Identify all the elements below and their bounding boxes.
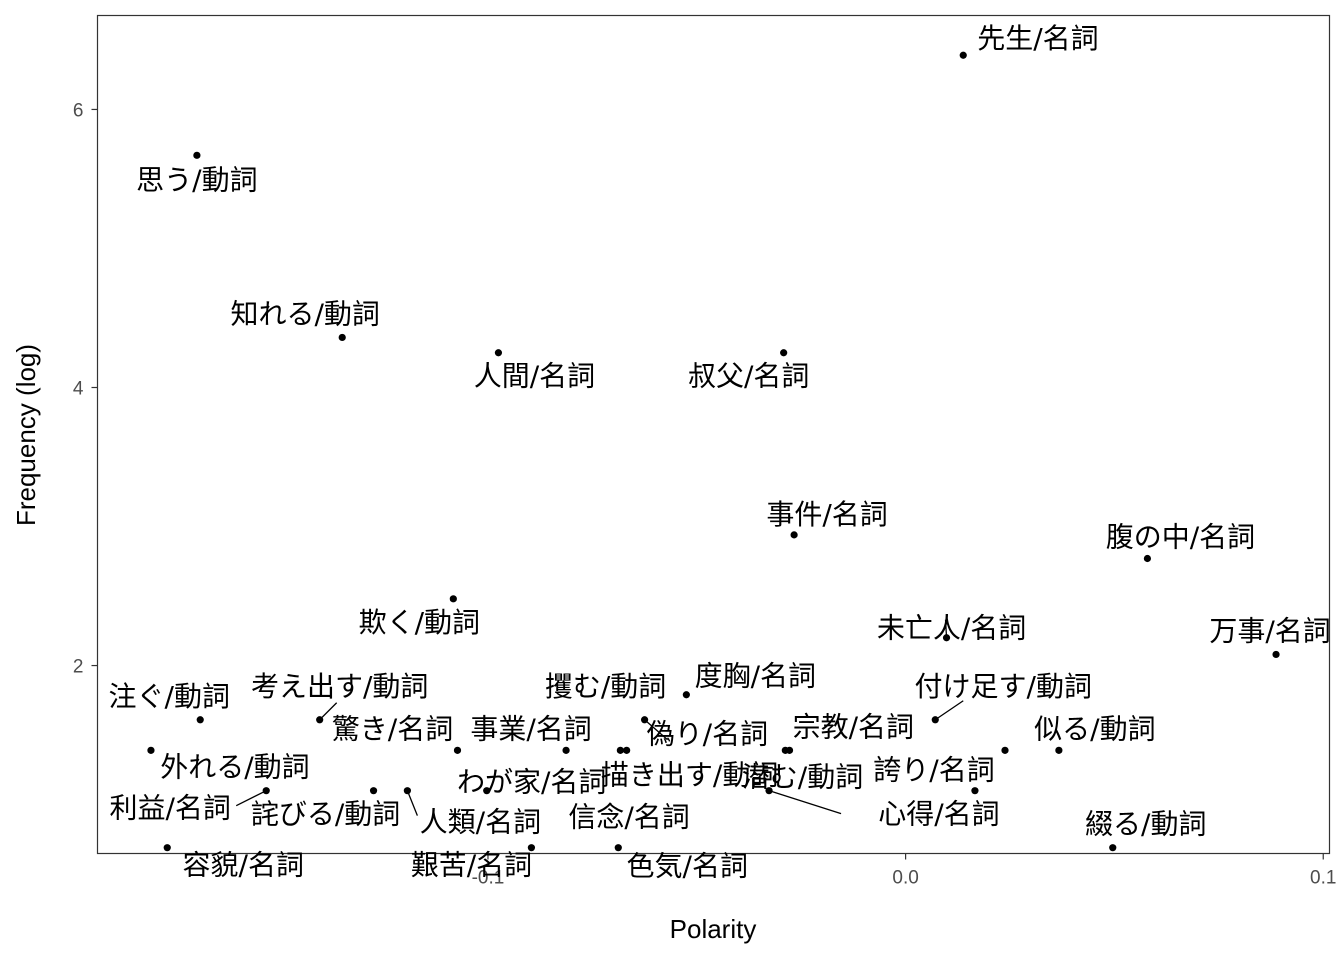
y-axis-ticks: 2 4 6: [73, 100, 98, 678]
data-point: [1272, 650, 1280, 659]
data-label: 知れる/動詞: [231, 297, 380, 330]
y-tick-label: 6: [73, 100, 84, 121]
label-leader-lines: [235, 619, 964, 816]
data-point: [931, 716, 939, 724]
data-point: [614, 844, 622, 852]
data-label: わが家/名詞: [457, 766, 606, 799]
data-point: [780, 349, 788, 357]
data-point: [163, 844, 171, 852]
data-label: 綴る/動詞: [1085, 808, 1206, 841]
plot-panel: [96, 14, 1331, 855]
data-point: [193, 151, 201, 159]
data-label: 考え出す/動詞: [251, 670, 428, 703]
data-label: 攫む/動詞: [545, 670, 666, 703]
x-tick-label: 0.0: [892, 868, 918, 889]
data-label: 注ぐ/動詞: [109, 680, 230, 713]
data-point: [147, 746, 155, 754]
data-label: 付け足す/動詞: [915, 670, 1092, 703]
data-label: 宗教/名詞: [793, 710, 914, 743]
data-point: [682, 691, 690, 699]
data-points: [147, 51, 1280, 852]
data-label: 腹の中/名詞: [1106, 521, 1255, 554]
y-tick-label: 4: [73, 379, 84, 400]
data-point: [790, 531, 798, 539]
data-point: [262, 787, 270, 795]
data-label: 偽り/名詞: [647, 717, 768, 750]
data-point: [483, 787, 491, 795]
data-point: [562, 746, 570, 754]
data-label: 度胸/名詞: [695, 660, 816, 693]
data-point: [959, 51, 967, 59]
data-label: 色気/名詞: [627, 850, 748, 883]
data-label: 外れる/動詞: [160, 750, 309, 783]
data-point: [1143, 554, 1152, 563]
data-label: 万事/名詞: [1209, 614, 1330, 647]
data-point: [785, 746, 794, 754]
data-label: 利益/名詞: [110, 792, 231, 825]
data-point: [765, 787, 773, 795]
data-point: [196, 716, 204, 724]
data-label: 信念/名詞: [568, 801, 689, 834]
label-leader-line: [934, 700, 964, 721]
label-leader-line: [768, 790, 842, 815]
x-tick-label: -0.1: [472, 868, 505, 889]
data-label: 未亡人/名詞: [877, 612, 1026, 645]
data-point: [449, 595, 457, 603]
data-point: [1109, 844, 1117, 852]
data-label: 驚き/名詞: [332, 712, 453, 745]
data-point: [942, 634, 951, 642]
y-axis-title: Frequency (log): [11, 344, 41, 526]
data-label: 詫びる/動詞: [251, 798, 400, 831]
data-point: [971, 787, 979, 795]
y-tick-label: 2: [73, 657, 84, 678]
data-label: 似る/動詞: [1034, 712, 1155, 745]
data-label: 先生/名詞: [977, 22, 1098, 55]
x-tick-label: 0.1: [1310, 868, 1336, 889]
label-leader-line: [235, 790, 267, 807]
label-leader-line: [319, 702, 338, 721]
data-label: 思う/動詞: [136, 163, 257, 196]
data-point: [453, 746, 462, 754]
data-point: [616, 746, 624, 754]
data-point: [494, 349, 503, 357]
data-label: 人間/名詞: [474, 360, 595, 393]
data-label: 欺く/動詞: [359, 606, 480, 639]
data-point: [403, 787, 411, 795]
data-label: 潜む/動詞: [742, 760, 863, 793]
data-label: 描き出す/動詞: [601, 758, 778, 791]
label-leader-line: [644, 719, 669, 741]
data-point: [316, 716, 324, 724]
data-point: [1055, 746, 1063, 754]
data-label: 心得/名詞: [878, 798, 999, 831]
label-leader-line: [406, 790, 418, 816]
data-label: 誇り/名詞: [873, 753, 994, 786]
data-label: 事業/名詞: [470, 712, 591, 745]
data-label: 叔父/名詞: [688, 360, 809, 393]
data-label: 人類/名詞: [420, 806, 541, 839]
data-label: 事件/名詞: [766, 498, 887, 531]
x-axis-title: Polarity: [670, 914, 757, 944]
data-point: [640, 716, 649, 724]
data-point: [338, 333, 346, 342]
data-point: [527, 844, 536, 852]
x-axis-ticks: -0.1 0.0 0.1: [472, 853, 1336, 889]
data-point: [623, 746, 631, 754]
data-label: 艱苦/名詞: [411, 849, 532, 882]
data-label: 容貌/名詞: [183, 849, 304, 882]
data-point: [1001, 746, 1009, 754]
data-point: [369, 787, 378, 795]
